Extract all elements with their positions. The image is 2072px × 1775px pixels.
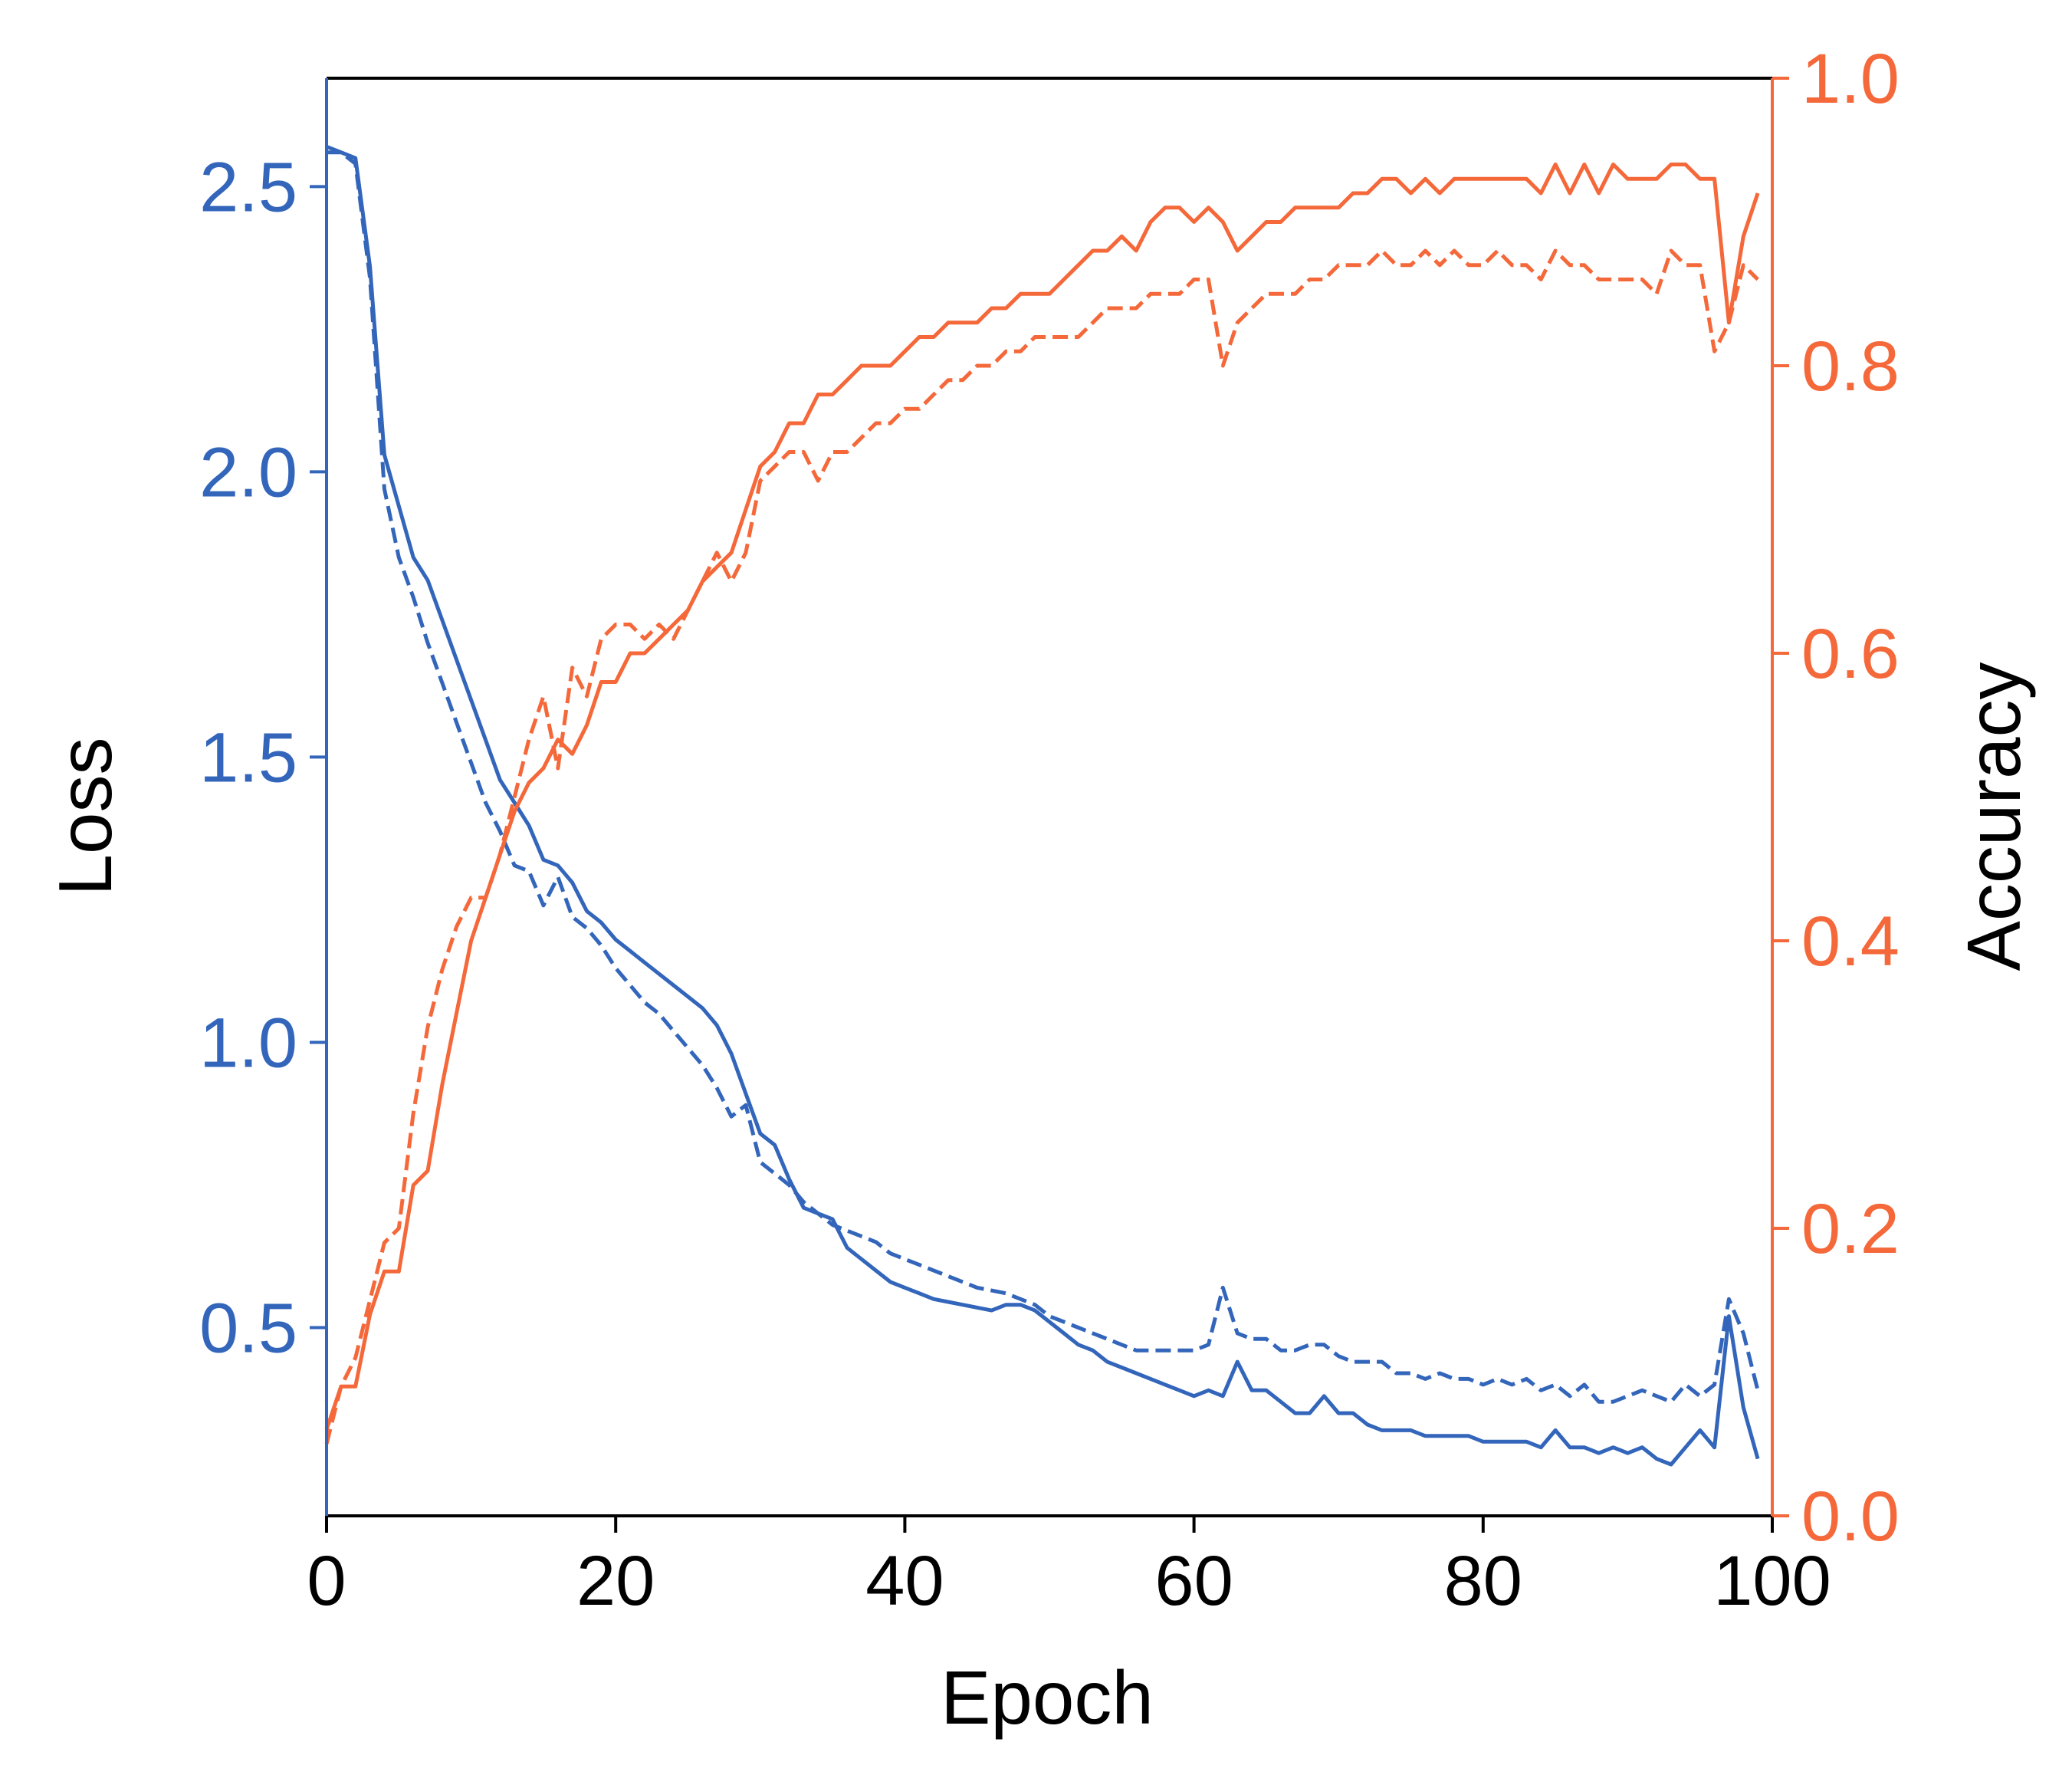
accuracy-dashed-line — [324, 248, 1759, 1445]
right-y-tick-label: 1.0 — [1801, 40, 1900, 118]
left-y-tick-label: 1.0 — [199, 1004, 297, 1082]
left-y-axis-title: Loss — [43, 737, 127, 896]
left-y-tick-label: 2.0 — [199, 433, 297, 511]
ticks-layer: 0 20 40 60 80 100 0.5 1.0 1.5 2.0 2.5 0.0 0.2 0.4 0.6 0… — [199, 40, 1900, 1620]
right-y-tick-label: 0.8 — [1801, 327, 1900, 406]
left-y-tick-label: 0.5 — [199, 1289, 297, 1367]
x-tick-label: 80 — [1444, 1542, 1522, 1620]
series-layer — [324, 144, 1760, 1467]
loss-solid-line — [327, 150, 1760, 1467]
left-y-tick-label: 2.5 — [199, 148, 297, 226]
axes-layer — [325, 77, 1774, 1517]
right-y-tick-label: 0.2 — [1801, 1190, 1900, 1268]
x-tick-label: 100 — [1713, 1542, 1831, 1620]
right-y-tick-label: 0.4 — [1801, 902, 1900, 981]
loss-dashed-line — [326, 144, 1760, 1404]
x-tick-label: 40 — [865, 1542, 944, 1620]
x-axis-title: Epoch — [941, 1655, 1154, 1740]
right-y-tick-label: 0.0 — [1801, 1478, 1900, 1556]
x-tick-label: 60 — [1154, 1542, 1233, 1620]
x-tick-label: 20 — [576, 1542, 655, 1620]
accuracy-solid-line — [324, 163, 1760, 1431]
x-tick-label: 0 — [307, 1542, 346, 1620]
right-y-axis-title: Accuracy — [1952, 662, 2036, 971]
left-y-tick-label: 1.5 — [199, 718, 297, 797]
right-y-tick-label: 0.6 — [1801, 615, 1900, 693]
